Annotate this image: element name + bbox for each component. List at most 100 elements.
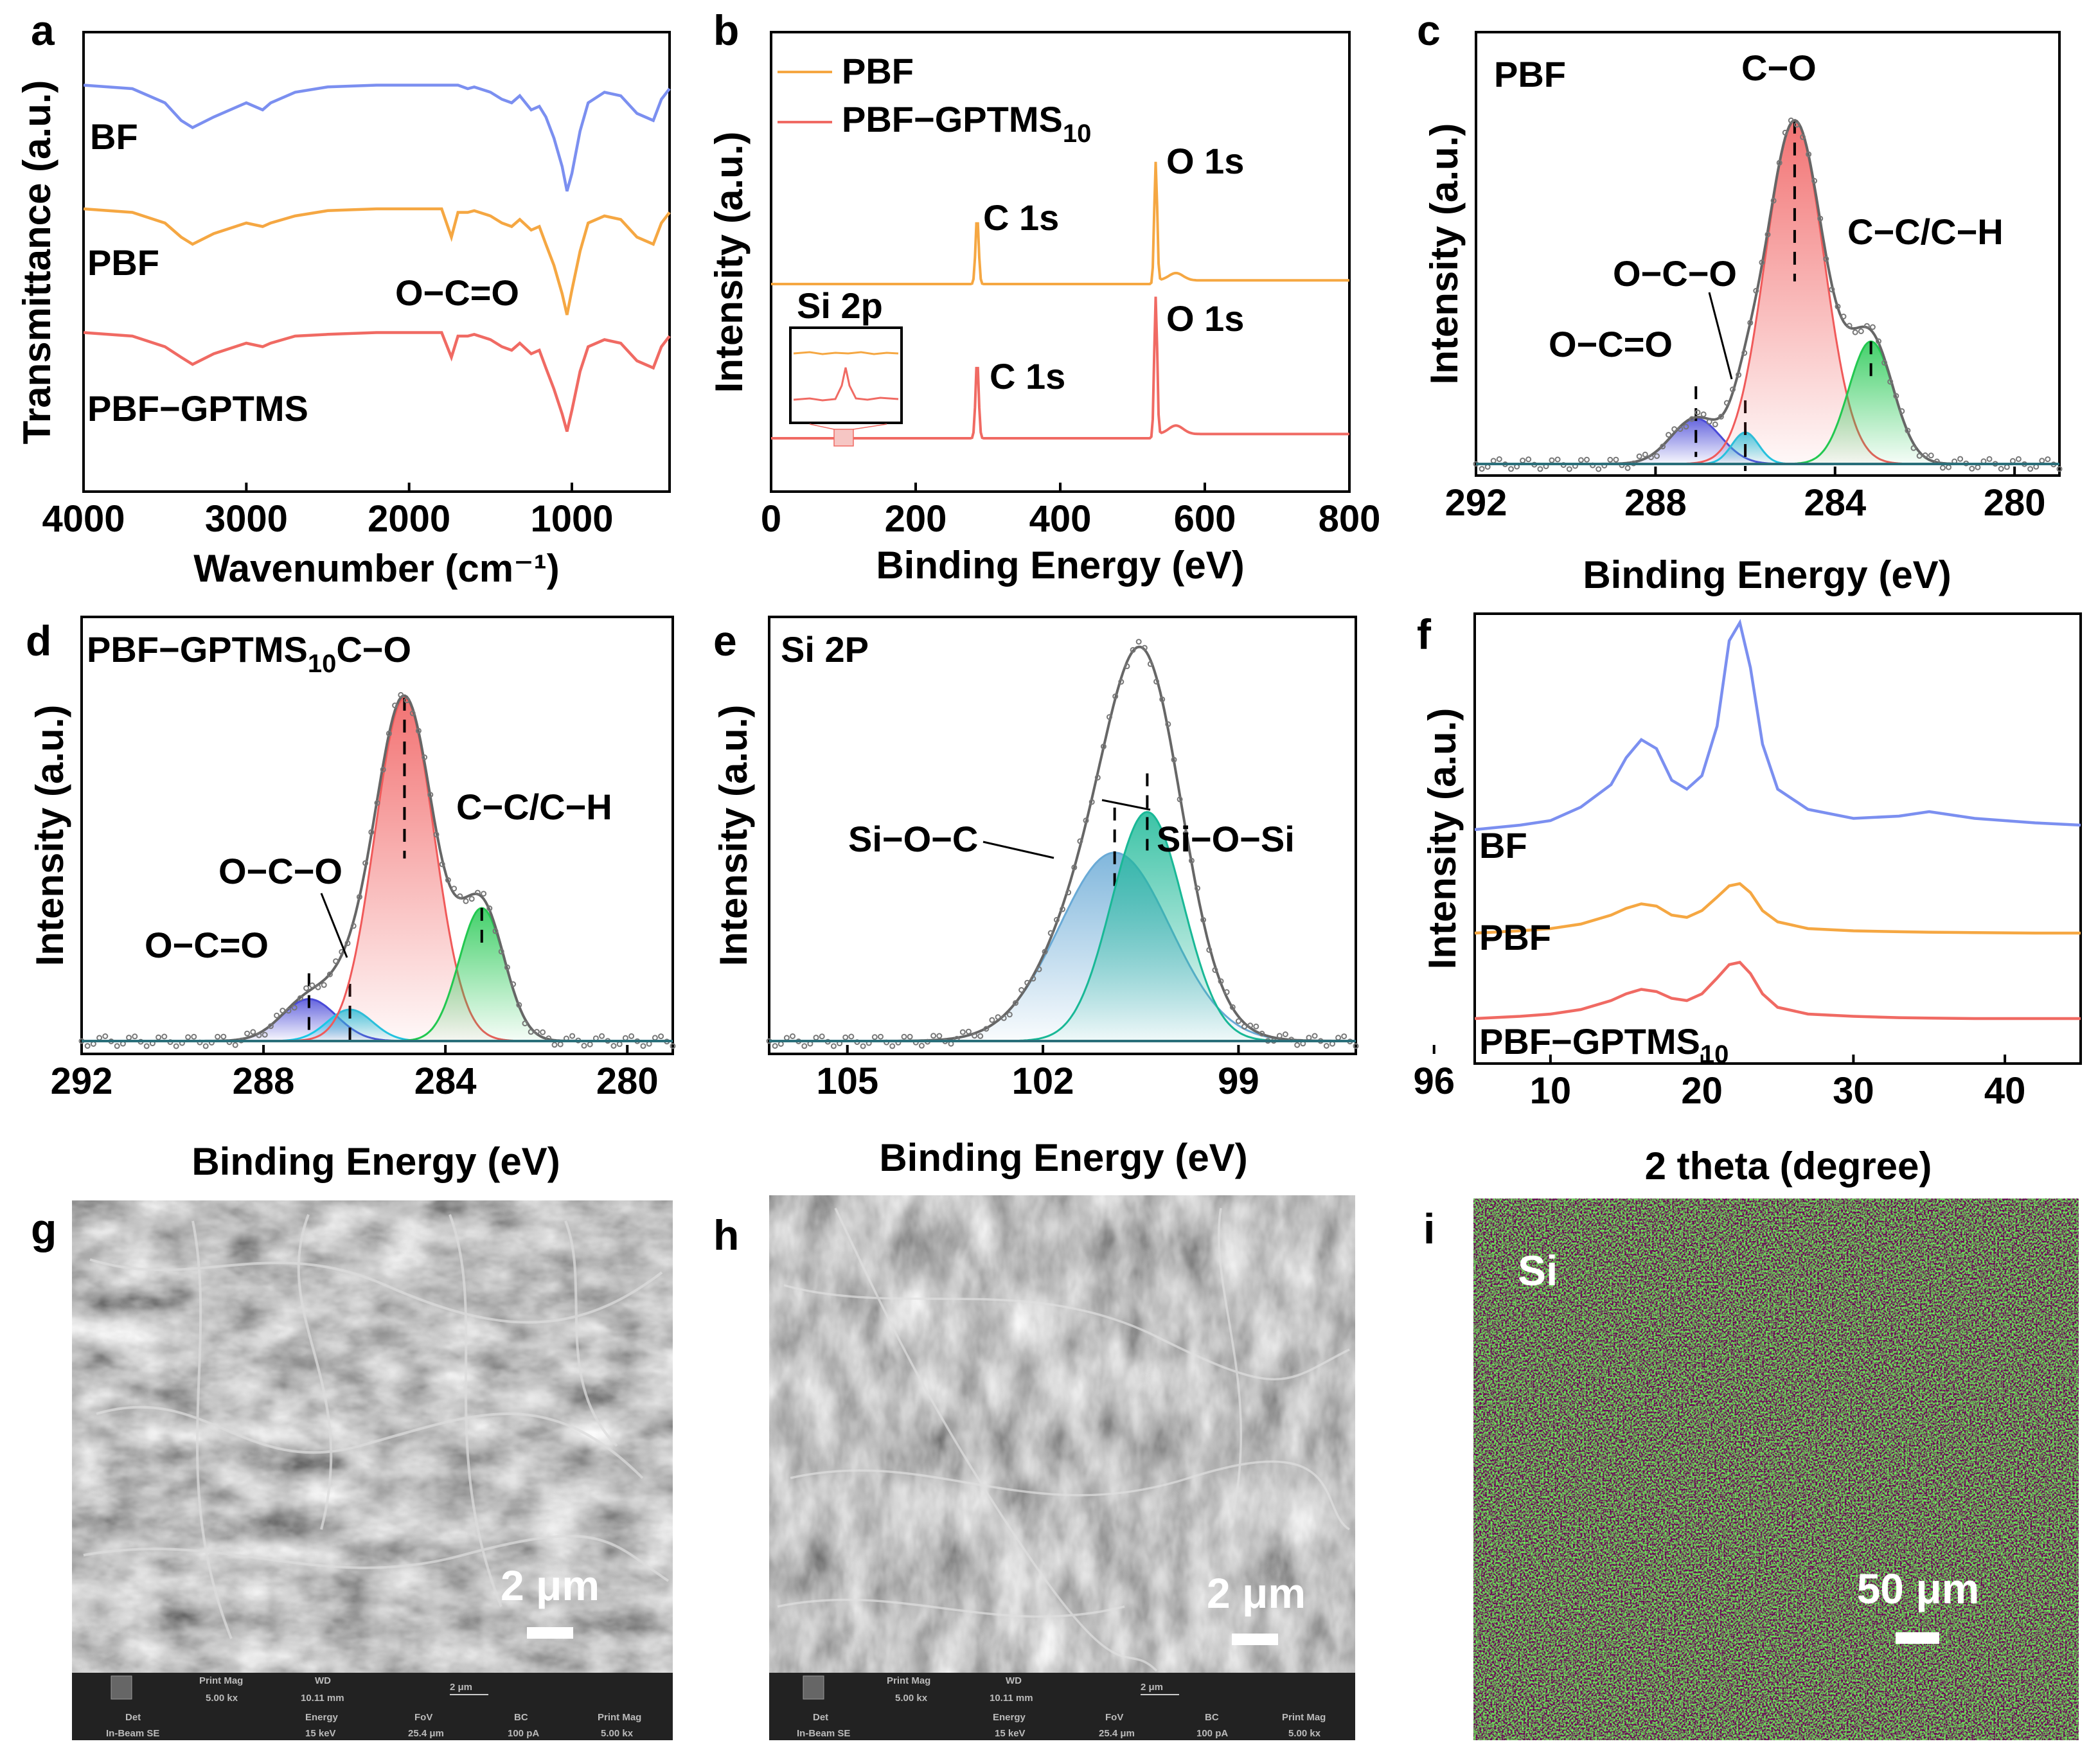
f-x-ticklabel-2: 30 bbox=[1833, 1070, 1874, 1112]
d-raw-point bbox=[463, 898, 469, 904]
d-raw-point bbox=[504, 964, 510, 970]
edx-i-scale-bar bbox=[1896, 1632, 1939, 1644]
d-ylabel: Intensity (a.u.) bbox=[28, 705, 71, 967]
b-inset-pbf-gptms bbox=[793, 367, 899, 402]
a-x-ticklabel-2: 2000 bbox=[368, 498, 450, 540]
chart-e-frame bbox=[768, 616, 1357, 1055]
e-raw-point bbox=[1047, 930, 1054, 936]
c-raw-point bbox=[1759, 259, 1765, 265]
c-raw-point bbox=[1969, 465, 1975, 472]
sem-g-t3: 5.00 kx bbox=[206, 1693, 238, 1704]
c-ylabel: Intensity (a.u.) bbox=[1423, 123, 1466, 385]
sem-g-t13: 25.4 μm bbox=[408, 1728, 444, 1739]
c-raw-point bbox=[1910, 445, 1917, 451]
sem-h-fiber-1 bbox=[834, 1207, 1158, 1672]
d-raw-point bbox=[451, 886, 458, 892]
e-raw-point bbox=[1188, 857, 1195, 864]
c-raw-point bbox=[1899, 408, 1905, 414]
panel-label-c: c bbox=[1417, 6, 1441, 54]
c-raw-point bbox=[1876, 338, 1881, 344]
c-raw-point bbox=[1793, 121, 1800, 128]
e-ylabel: Intensity (a.u.) bbox=[712, 705, 755, 967]
d-raw-point bbox=[297, 995, 303, 1001]
e-raw-point bbox=[1212, 967, 1218, 973]
d-raw-point bbox=[84, 1043, 91, 1049]
sem-h-t12: 15 keV bbox=[995, 1728, 1026, 1739]
e-raw-point bbox=[1089, 799, 1095, 805]
c-raw-point bbox=[1549, 457, 1555, 463]
d-raw-point bbox=[510, 981, 517, 987]
edx-i-element: Si bbox=[1518, 1247, 1558, 1294]
c-raw-point bbox=[1887, 379, 1894, 385]
d-label-o-c-o: O−C−O bbox=[218, 851, 342, 891]
d-raw-point bbox=[156, 1034, 162, 1040]
d-raw-point bbox=[202, 1043, 209, 1049]
d-raw-point bbox=[516, 1002, 522, 1008]
d-raw-point bbox=[191, 1033, 197, 1040]
d-raw-point bbox=[132, 1033, 138, 1040]
d-x-ticklabel-1: 288 bbox=[233, 1060, 295, 1102]
b-legend-pbf: PBF bbox=[842, 51, 914, 91]
e-raw-point bbox=[1147, 661, 1153, 667]
d-raw-point bbox=[256, 1032, 262, 1038]
e-raw-point bbox=[871, 1034, 878, 1040]
d-raw-point bbox=[262, 1031, 268, 1038]
d-raw-point bbox=[126, 1035, 132, 1041]
f-label-pbf-gptms-sub: 10 bbox=[1700, 1040, 1729, 1069]
e-raw-point bbox=[1323, 1043, 1329, 1049]
b-inset-leader-right bbox=[853, 423, 887, 430]
sem-h-t7: Energy bbox=[993, 1712, 1026, 1723]
c-raw-point bbox=[1712, 421, 1718, 427]
a-xlabel: Wavenumber (cm⁻¹) bbox=[193, 547, 560, 590]
c-raw-point bbox=[1840, 314, 1847, 319]
d-raw-point bbox=[392, 702, 398, 709]
chart-f: 10 20 30 40 BF PBF PBF−GPTMS10 2 theta (deg… bbox=[1421, 612, 2082, 1188]
d-raw-point bbox=[581, 1042, 587, 1049]
d-raw-point bbox=[386, 730, 392, 736]
e-raw-point bbox=[1083, 817, 1089, 824]
a-series-PBF bbox=[83, 207, 671, 316]
c-raw-point bbox=[2004, 464, 2010, 470]
d-raw-point bbox=[557, 1041, 564, 1047]
sem-h-t9: BC bbox=[1205, 1712, 1219, 1723]
e-raw-point bbox=[1200, 917, 1207, 923]
e-raw-point bbox=[1335, 1035, 1342, 1041]
d-raw-point bbox=[280, 1008, 286, 1014]
c-raw-point bbox=[1788, 117, 1794, 123]
d-raw-point bbox=[599, 1033, 605, 1039]
e-raw-point bbox=[983, 1026, 990, 1032]
e-raw-point bbox=[1182, 830, 1189, 837]
e-raw-point bbox=[1229, 1004, 1236, 1010]
c-raw-point bbox=[1765, 231, 1771, 238]
d-raw-point bbox=[415, 727, 422, 734]
d-raw-point bbox=[350, 923, 357, 929]
b-x-ticklabel-2: 400 bbox=[1029, 498, 1092, 540]
d-raw-point bbox=[96, 1035, 103, 1041]
d-raw-point bbox=[368, 829, 375, 835]
c-raw-point bbox=[1624, 465, 1631, 471]
sem-g-t9: BC bbox=[514, 1712, 528, 1723]
d-raw-point bbox=[569, 1033, 576, 1039]
sem-g-t8: FoV bbox=[414, 1712, 432, 1723]
sem-g-scale-label: 2 μm bbox=[501, 1562, 600, 1609]
d-raw-point bbox=[433, 832, 440, 838]
c-raw-point bbox=[2045, 456, 2051, 463]
e-raw-point bbox=[889, 1043, 896, 1049]
e-component-0 bbox=[769, 851, 1356, 1042]
sem-h-t4: 10.11 mm bbox=[990, 1693, 1033, 1704]
c-raw-point bbox=[1694, 409, 1701, 416]
c-raw-point bbox=[1689, 416, 1695, 422]
d-raw-point bbox=[533, 1029, 540, 1035]
e-raw-point bbox=[930, 1033, 937, 1039]
d-raw-point bbox=[90, 1041, 96, 1047]
e-raw-point bbox=[1024, 979, 1031, 986]
sem-h-fiber-3 bbox=[790, 1460, 1350, 1531]
d-component-2 bbox=[82, 697, 673, 1042]
d-xlabel: Binding Energy (eV) bbox=[191, 1140, 560, 1183]
e-x-ticklabel-0: 105 bbox=[816, 1060, 878, 1102]
d-raw-point bbox=[114, 1043, 120, 1049]
b-inset-pbf bbox=[793, 351, 899, 355]
c-raw-point bbox=[1537, 466, 1543, 472]
c-raw-point bbox=[1648, 454, 1654, 461]
